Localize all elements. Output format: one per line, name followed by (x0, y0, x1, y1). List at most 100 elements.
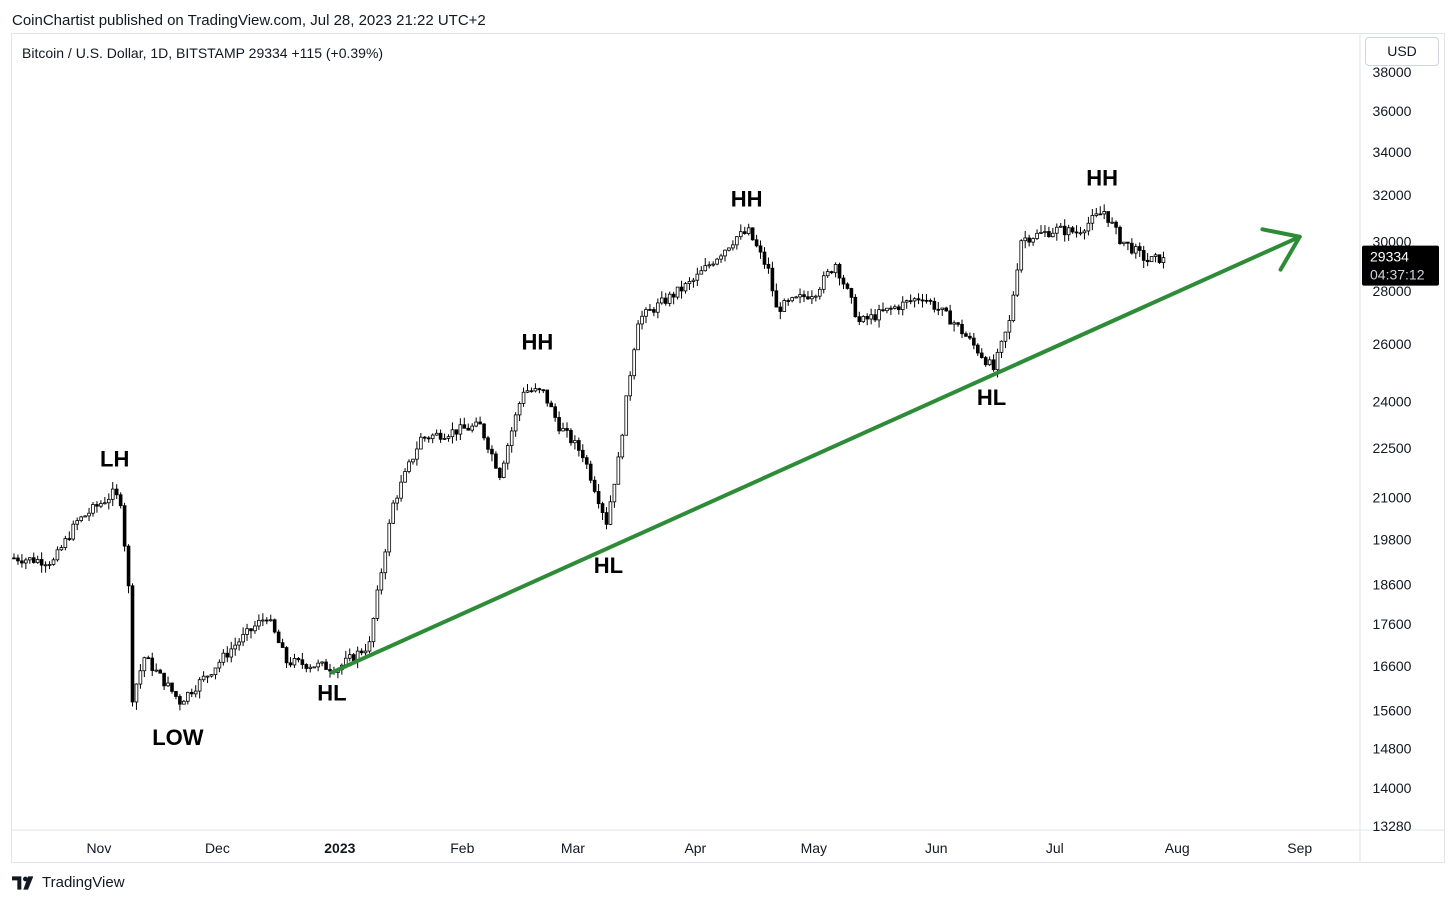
candle (31, 552, 36, 564)
candle (67, 531, 72, 541)
candle (1066, 224, 1071, 241)
candle (122, 502, 127, 552)
candle (312, 666, 316, 669)
candle (849, 287, 854, 304)
candle (79, 515, 83, 523)
candle (1122, 241, 1126, 247)
candle (912, 297, 917, 308)
candle (869, 308, 873, 325)
candle (774, 283, 779, 308)
candle (810, 290, 814, 305)
candle (908, 294, 913, 305)
candle (877, 304, 881, 328)
candle (644, 307, 648, 324)
candle (719, 253, 723, 263)
candle (754, 234, 759, 248)
candle (415, 441, 419, 466)
candle (1137, 242, 1142, 257)
candle (841, 274, 846, 290)
candle (146, 655, 151, 660)
candle (130, 583, 135, 707)
candle (857, 311, 862, 325)
swing-label: HH (521, 330, 553, 355)
candle (814, 294, 818, 302)
candle (790, 296, 794, 303)
trendline-segment[interactable] (329, 234, 1302, 675)
candle (399, 475, 403, 502)
candle (604, 507, 609, 530)
candle (1039, 225, 1043, 235)
currency-button[interactable]: USD (1365, 37, 1439, 66)
price-tick-label: 24000 (1373, 394, 1412, 410)
candle (1007, 315, 1012, 340)
candle (640, 310, 644, 330)
candle (766, 257, 771, 274)
candle (1074, 225, 1079, 238)
candle (703, 257, 708, 272)
candle (964, 331, 968, 337)
candle (691, 277, 696, 288)
footer-brand[interactable]: TradingView (12, 874, 125, 891)
candle (296, 657, 301, 663)
candle (280, 638, 285, 648)
time-tick-label: Mar (561, 840, 585, 856)
candle (170, 682, 174, 694)
candle (1047, 226, 1051, 238)
candle (450, 422, 455, 444)
candle (1094, 207, 1099, 218)
candle (391, 500, 395, 524)
candle (537, 387, 542, 394)
candle (845, 282, 850, 290)
candle (126, 544, 131, 594)
candle (592, 476, 597, 494)
candle (581, 444, 585, 463)
candle (27, 557, 32, 564)
candle (359, 648, 364, 656)
candle (438, 429, 443, 443)
bar-countdown: 04:37:12 (1370, 267, 1425, 283)
candle (1153, 252, 1158, 263)
candle (900, 296, 905, 316)
candle (375, 585, 380, 622)
candle (233, 637, 238, 656)
candle (1098, 206, 1103, 216)
time-tick-label: Jul (1046, 840, 1064, 856)
candle (608, 495, 613, 526)
candle (182, 699, 186, 705)
candle (1161, 251, 1166, 269)
candle (956, 322, 960, 327)
time-tick-label: Aug (1165, 840, 1190, 856)
candle (588, 460, 593, 484)
candle (652, 307, 656, 317)
gridlines (12, 34, 1444, 862)
candle (20, 554, 24, 568)
candle (600, 501, 605, 520)
candle (422, 435, 427, 442)
candle (948, 304, 952, 325)
candle (833, 262, 838, 278)
candle (944, 306, 948, 312)
candle (770, 261, 775, 297)
candle (1070, 225, 1075, 234)
last-price-badge: 29334 04:37:12 (1362, 245, 1439, 286)
candle (782, 298, 787, 312)
trendline (329, 227, 1302, 675)
candle (565, 422, 569, 438)
candle (249, 628, 253, 639)
candle (454, 429, 459, 441)
candle (174, 690, 178, 700)
candle (715, 257, 719, 266)
price-tick-label: 21000 (1373, 489, 1412, 505)
price-tick-label: 32000 (1373, 187, 1412, 203)
candle (59, 545, 64, 551)
last-price-value: 29334 (1370, 249, 1409, 265)
candle (138, 664, 143, 689)
candle (976, 343, 980, 356)
candle (442, 433, 447, 441)
candle (83, 515, 87, 518)
candle (75, 517, 80, 531)
candle (723, 249, 727, 262)
candle (134, 683, 139, 710)
candle (209, 674, 214, 678)
